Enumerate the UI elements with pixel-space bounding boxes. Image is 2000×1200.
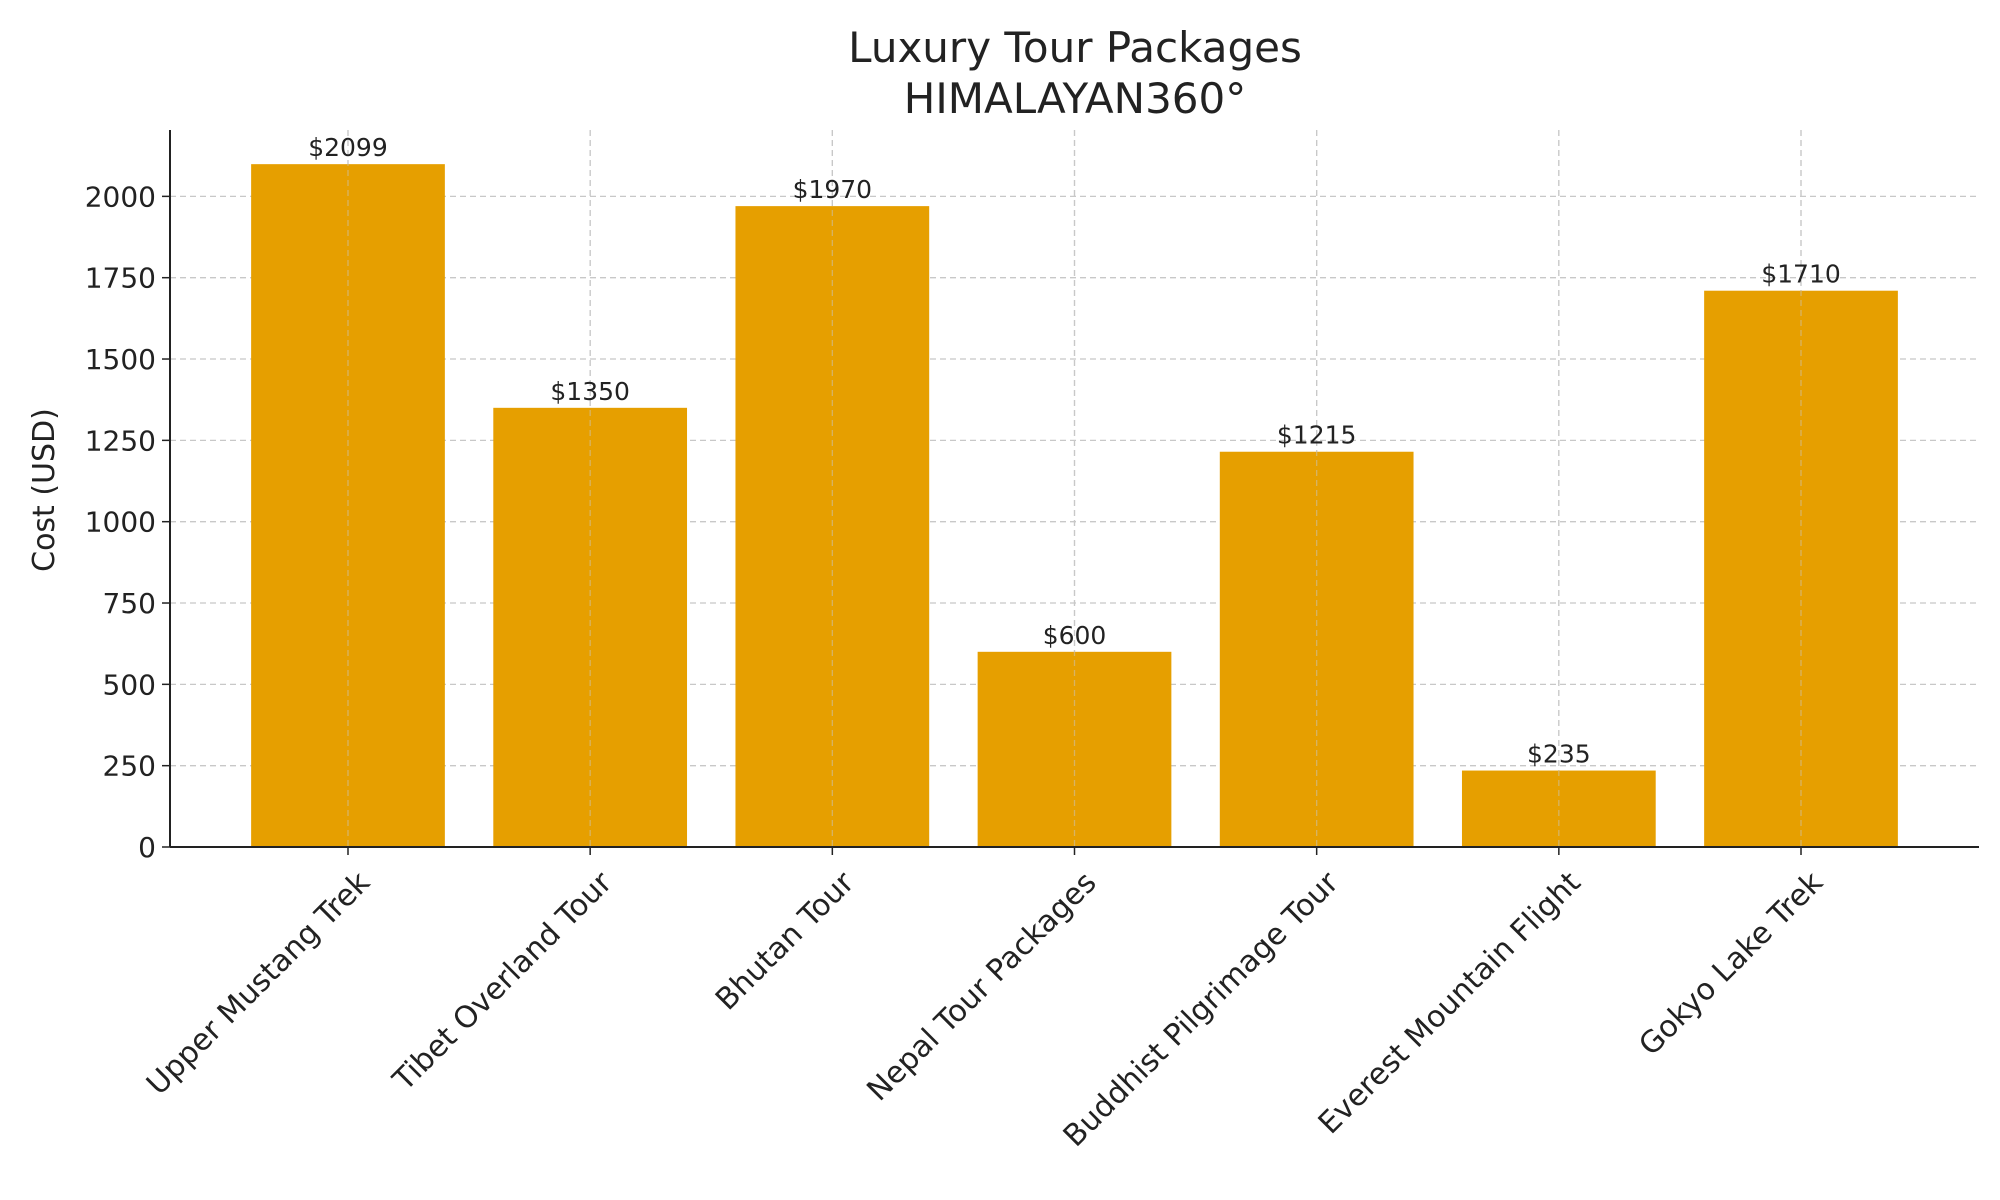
value-label: $600: [1043, 621, 1107, 650]
x-tick-label: Bhutan Tour: [709, 865, 862, 1018]
value-label: $1970: [793, 175, 873, 204]
y-tick-label: 0: [138, 831, 156, 864]
value-label: $1710: [1761, 260, 1841, 289]
y-tick-label: 1750: [85, 262, 156, 295]
value-label: $1350: [550, 377, 630, 406]
chart-title: Luxury Tour Packages: [848, 23, 1302, 72]
y-tick-label: 1000: [85, 506, 156, 539]
x-tick-label: Upper Mustang Trek: [140, 865, 377, 1102]
x-tick-label: Tibet Overland Tour: [386, 865, 620, 1099]
y-tick-label: 250: [103, 750, 156, 783]
value-label: $235: [1527, 740, 1591, 769]
x-tick-label: Buddhist Pilgrimage Tour: [1057, 865, 1346, 1154]
x-tick-label: Everest Mountain Flight: [1312, 865, 1588, 1141]
y-tick-label: 1250: [85, 424, 156, 457]
value-label: $1215: [1277, 421, 1357, 450]
x-tick-label: Gokyo Lake Trek: [1632, 865, 1830, 1063]
y-tick-label: 750: [103, 587, 156, 620]
value-label: $2099: [308, 133, 388, 162]
x-tick-label: Nepal Tour Packages: [860, 865, 1103, 1108]
y-axis-label: Cost (USD): [27, 408, 62, 572]
y-tick-label: 1500: [85, 343, 156, 376]
chart-subtitle: HIMALAYAN360°: [904, 74, 1246, 123]
y-tick-label: 500: [103, 668, 156, 701]
y-tick-label: 2000: [85, 180, 156, 213]
